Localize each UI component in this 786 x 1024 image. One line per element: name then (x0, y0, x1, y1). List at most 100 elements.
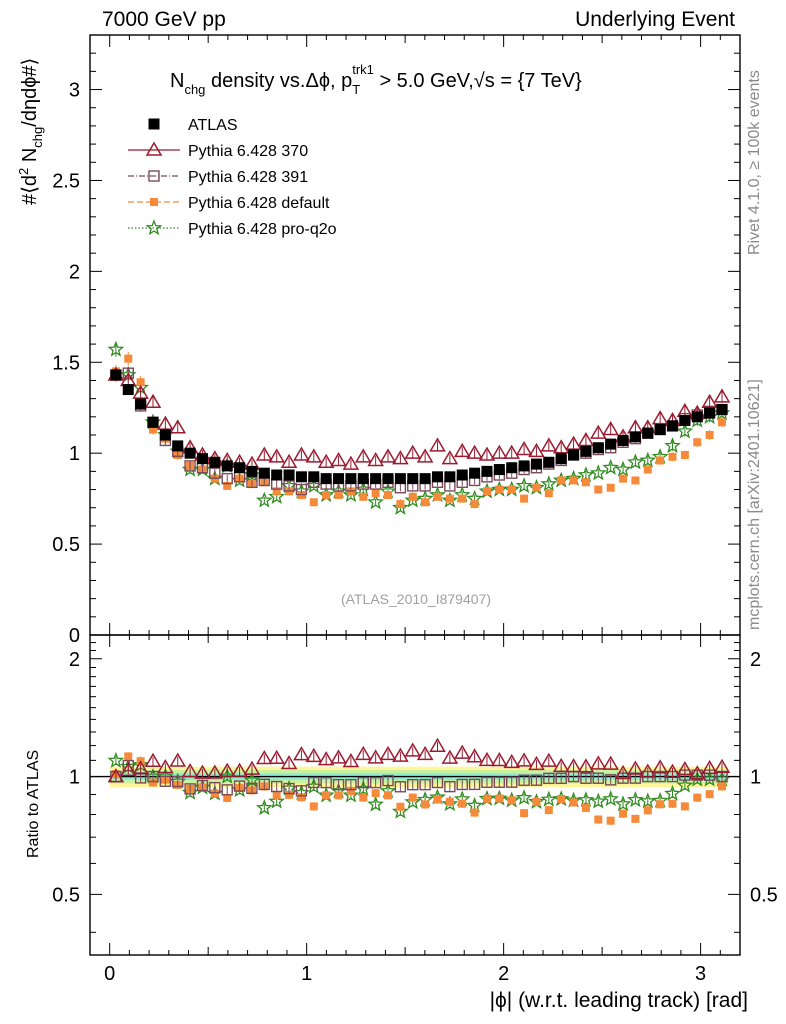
data-point (530, 458, 542, 470)
data-point (643, 465, 652, 474)
data-point (136, 378, 145, 387)
ratio-point (581, 803, 590, 812)
ratio-point (308, 776, 320, 789)
data-point (234, 462, 246, 474)
ratio-point (196, 779, 209, 792)
data-point (565, 435, 582, 450)
data-point (221, 472, 233, 485)
ratio-series-1 (107, 737, 731, 783)
data-point (515, 441, 533, 456)
ratio-point (283, 782, 295, 795)
ratio-point (680, 802, 689, 811)
data-point (605, 438, 617, 450)
ratio-point (429, 737, 446, 752)
data-point (132, 384, 149, 399)
ratio-point (148, 778, 157, 787)
data-point (256, 491, 273, 508)
ratio-point (342, 786, 360, 803)
ratio-point (639, 763, 657, 778)
data-point (491, 444, 508, 459)
data-point (580, 445, 592, 457)
ratio-point (359, 793, 368, 802)
ratio-point (445, 797, 454, 806)
ratio-point (565, 758, 582, 773)
data-point (518, 460, 530, 472)
data-point (246, 465, 258, 477)
ratio-point (668, 799, 677, 808)
ratio-point (322, 791, 331, 800)
ratio-point (280, 755, 298, 770)
ratio-point (243, 760, 261, 775)
data-point (651, 410, 669, 425)
ratio-point (407, 778, 419, 791)
data-point (528, 442, 545, 458)
ratio-point (528, 755, 545, 771)
mcplots-reference-label: mcplots.cern.ch [arXiv:2401.10621] (746, 379, 763, 630)
ratio-point (256, 749, 273, 765)
data-point (606, 483, 615, 492)
data-point (515, 477, 533, 494)
data-point (466, 444, 483, 459)
ratio-point (144, 752, 162, 768)
data-point (223, 481, 232, 490)
ratio-point (181, 763, 199, 778)
ratio-point (416, 745, 434, 761)
ratio-point (705, 790, 714, 799)
ratio-point (491, 752, 508, 767)
data-point (569, 476, 578, 485)
ratio-point (506, 776, 518, 788)
data-point (293, 446, 310, 461)
ratio-point (470, 808, 479, 817)
ratio-point (604, 774, 617, 786)
ratio-point (392, 747, 409, 762)
ratio-point (330, 749, 347, 764)
header-left: 7000 GeV pp (102, 8, 226, 31)
data-point (110, 369, 122, 381)
chart-title: Nchg density vs.Δϕ, pTtrk1 > 5.0 GeV,√s … (170, 62, 582, 97)
ratio-point (256, 799, 273, 816)
data-point (157, 415, 174, 430)
ratio-point (258, 778, 271, 791)
data-point (256, 446, 273, 461)
ratio-point (107, 768, 125, 783)
data-point (107, 340, 125, 357)
ratio-point (656, 800, 665, 809)
data-point (317, 453, 335, 469)
data-point (664, 437, 681, 454)
data-point (717, 418, 726, 427)
data-point (713, 388, 731, 403)
ratio-point (643, 806, 652, 815)
ratio-point (444, 780, 456, 793)
data-point (532, 483, 541, 492)
data-point (408, 492, 417, 501)
header-right: Underlying Event (575, 8, 735, 31)
ratio-point (520, 809, 529, 818)
data-point (617, 434, 629, 446)
ratio-point (478, 751, 496, 767)
legend-marker (145, 219, 163, 236)
ratio-point (382, 774, 394, 787)
ratio-point (419, 778, 431, 791)
data-point (221, 460, 233, 472)
ratio-point (540, 790, 558, 807)
series-2 (110, 366, 728, 496)
data-point (433, 492, 442, 501)
ratio-point (466, 748, 483, 763)
ratio-point (431, 776, 444, 789)
data-point (209, 467, 221, 479)
x-tick-label: 1 (301, 963, 312, 985)
ratio-point (210, 789, 219, 798)
data-point (144, 393, 162, 409)
ratio-point (342, 752, 360, 768)
ratio-plot-marks (90, 737, 740, 825)
ratio-point (619, 809, 628, 818)
data-point (444, 471, 456, 483)
data-point (169, 419, 187, 434)
data-point (540, 475, 558, 492)
data-point (627, 453, 644, 470)
ratio-point (394, 781, 407, 793)
x-tick-label: 3 (695, 963, 706, 985)
data-point (507, 485, 516, 494)
ratio-point (664, 784, 681, 801)
